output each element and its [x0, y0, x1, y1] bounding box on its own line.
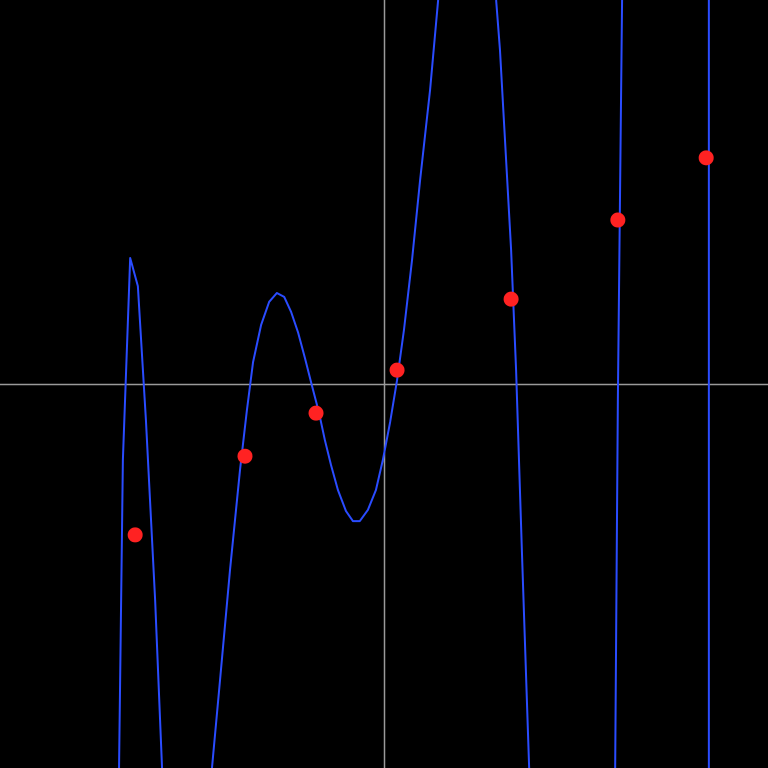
curve-segment-1 [210, 0, 440, 768]
data-point-4 [503, 291, 519, 307]
curve-segment-0 [118, 257, 164, 768]
data-points [127, 150, 714, 543]
data-point-1 [237, 448, 253, 464]
data-point-3 [389, 362, 405, 378]
data-point-0 [127, 527, 143, 543]
fitted-curve [118, 0, 710, 768]
curve-segment-2 [495, 0, 531, 768]
data-point-5 [610, 212, 626, 228]
data-point-2 [308, 405, 324, 421]
curve-segment-3 [614, 0, 624, 768]
data-point-6 [698, 150, 714, 166]
